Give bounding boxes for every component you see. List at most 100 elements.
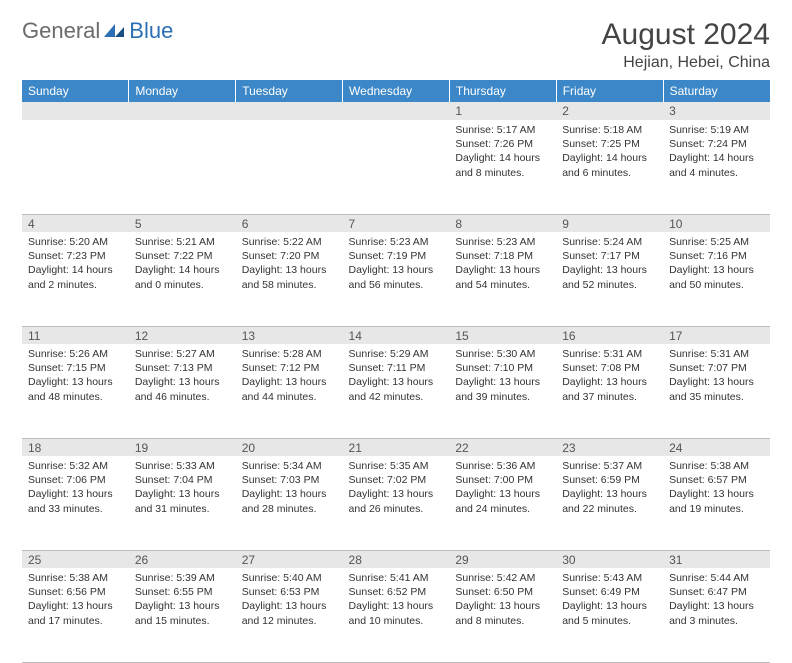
day-number-cell: 23 (556, 438, 663, 456)
day-cell: Sunrise: 5:20 AMSunset: 7:23 PMDaylight:… (22, 232, 129, 326)
day-number-row: 11121314151617 (22, 326, 770, 344)
day-details: Sunrise: 5:21 AMSunset: 7:22 PMDaylight:… (129, 232, 236, 296)
day-details: Sunrise: 5:17 AMSunset: 7:26 PMDaylight:… (449, 120, 556, 184)
day-details: Sunrise: 5:41 AMSunset: 6:52 PMDaylight:… (343, 568, 450, 632)
day-details: Sunrise: 5:20 AMSunset: 7:23 PMDaylight:… (22, 232, 129, 296)
day-cell: Sunrise: 5:22 AMSunset: 7:20 PMDaylight:… (236, 232, 343, 326)
day-details: Sunrise: 5:24 AMSunset: 7:17 PMDaylight:… (556, 232, 663, 296)
weekday-header: Saturday (663, 80, 770, 102)
day-number-cell: 29 (449, 550, 556, 568)
day-number-cell: 15 (449, 326, 556, 344)
day-details: Sunrise: 5:30 AMSunset: 7:10 PMDaylight:… (449, 344, 556, 408)
day-number-cell: 25 (22, 550, 129, 568)
day-details: Sunrise: 5:25 AMSunset: 7:16 PMDaylight:… (663, 232, 770, 296)
day-number-cell: 31 (663, 550, 770, 568)
title-block: August 2024 Hejian, Hebei, China (602, 18, 770, 72)
day-details: Sunrise: 5:22 AMSunset: 7:20 PMDaylight:… (236, 232, 343, 296)
month-title: August 2024 (602, 18, 770, 52)
day-cell: Sunrise: 5:24 AMSunset: 7:17 PMDaylight:… (556, 232, 663, 326)
day-details: Sunrise: 5:31 AMSunset: 7:07 PMDaylight:… (663, 344, 770, 408)
logo: General Blue (22, 18, 173, 44)
day-cell (236, 120, 343, 214)
day-details: Sunrise: 5:18 AMSunset: 7:25 PMDaylight:… (556, 120, 663, 184)
day-number-cell: 4 (22, 214, 129, 232)
day-cell (343, 120, 450, 214)
day-cell (22, 120, 129, 214)
logo-icon (104, 21, 126, 42)
day-number-cell (236, 102, 343, 120)
day-cell: Sunrise: 5:23 AMSunset: 7:18 PMDaylight:… (449, 232, 556, 326)
day-cell: Sunrise: 5:41 AMSunset: 6:52 PMDaylight:… (343, 568, 450, 662)
day-details: Sunrise: 5:33 AMSunset: 7:04 PMDaylight:… (129, 456, 236, 520)
day-details: Sunrise: 5:35 AMSunset: 7:02 PMDaylight:… (343, 456, 450, 520)
day-cell: Sunrise: 5:35 AMSunset: 7:02 PMDaylight:… (343, 456, 450, 550)
day-number-cell: 27 (236, 550, 343, 568)
day-details: Sunrise: 5:32 AMSunset: 7:06 PMDaylight:… (22, 456, 129, 520)
day-details: Sunrise: 5:39 AMSunset: 6:55 PMDaylight:… (129, 568, 236, 632)
day-number-cell (22, 102, 129, 120)
day-number-row: 18192021222324 (22, 438, 770, 456)
day-number-cell: 26 (129, 550, 236, 568)
day-content-row: Sunrise: 5:20 AMSunset: 7:23 PMDaylight:… (22, 232, 770, 326)
weekday-header: Wednesday (343, 80, 450, 102)
day-details: Sunrise: 5:31 AMSunset: 7:08 PMDaylight:… (556, 344, 663, 408)
day-cell: Sunrise: 5:39 AMSunset: 6:55 PMDaylight:… (129, 568, 236, 662)
day-number-cell: 12 (129, 326, 236, 344)
day-number-cell: 10 (663, 214, 770, 232)
day-number-cell: 7 (343, 214, 450, 232)
weekday-header: Sunday (22, 80, 129, 102)
day-cell: Sunrise: 5:44 AMSunset: 6:47 PMDaylight:… (663, 568, 770, 662)
day-details: Sunrise: 5:37 AMSunset: 6:59 PMDaylight:… (556, 456, 663, 520)
day-cell: Sunrise: 5:34 AMSunset: 7:03 PMDaylight:… (236, 456, 343, 550)
day-number-row: 25262728293031 (22, 550, 770, 568)
day-cell: Sunrise: 5:29 AMSunset: 7:11 PMDaylight:… (343, 344, 450, 438)
day-number-row: 45678910 (22, 214, 770, 232)
day-details: Sunrise: 5:23 AMSunset: 7:18 PMDaylight:… (449, 232, 556, 296)
day-number-cell: 11 (22, 326, 129, 344)
day-cell: Sunrise: 5:37 AMSunset: 6:59 PMDaylight:… (556, 456, 663, 550)
day-cell: Sunrise: 5:40 AMSunset: 6:53 PMDaylight:… (236, 568, 343, 662)
day-details: Sunrise: 5:26 AMSunset: 7:15 PMDaylight:… (22, 344, 129, 408)
day-cell: Sunrise: 5:31 AMSunset: 7:08 PMDaylight:… (556, 344, 663, 438)
calendar-body: 123Sunrise: 5:17 AMSunset: 7:26 PMDaylig… (22, 102, 770, 662)
day-number-cell: 3 (663, 102, 770, 120)
day-content-row: Sunrise: 5:17 AMSunset: 7:26 PMDaylight:… (22, 120, 770, 214)
day-details: Sunrise: 5:40 AMSunset: 6:53 PMDaylight:… (236, 568, 343, 632)
day-cell: Sunrise: 5:27 AMSunset: 7:13 PMDaylight:… (129, 344, 236, 438)
day-cell: Sunrise: 5:28 AMSunset: 7:12 PMDaylight:… (236, 344, 343, 438)
day-number-cell: 20 (236, 438, 343, 456)
day-details: Sunrise: 5:27 AMSunset: 7:13 PMDaylight:… (129, 344, 236, 408)
header: General Blue August 2024 Hejian, Hebei, … (22, 18, 770, 72)
day-cell: Sunrise: 5:25 AMSunset: 7:16 PMDaylight:… (663, 232, 770, 326)
day-number-cell: 17 (663, 326, 770, 344)
day-cell: Sunrise: 5:38 AMSunset: 6:57 PMDaylight:… (663, 456, 770, 550)
weekday-header: Thursday (449, 80, 556, 102)
day-number-cell: 2 (556, 102, 663, 120)
day-cell: Sunrise: 5:42 AMSunset: 6:50 PMDaylight:… (449, 568, 556, 662)
day-number-cell: 1 (449, 102, 556, 120)
day-details: Sunrise: 5:28 AMSunset: 7:12 PMDaylight:… (236, 344, 343, 408)
day-number-cell: 19 (129, 438, 236, 456)
day-number-cell: 30 (556, 550, 663, 568)
day-details: Sunrise: 5:29 AMSunset: 7:11 PMDaylight:… (343, 344, 450, 408)
weekday-header: Tuesday (236, 80, 343, 102)
day-cell: Sunrise: 5:23 AMSunset: 7:19 PMDaylight:… (343, 232, 450, 326)
logo-text-blue: Blue (129, 18, 173, 44)
day-details: Sunrise: 5:38 AMSunset: 6:57 PMDaylight:… (663, 456, 770, 520)
day-cell: Sunrise: 5:18 AMSunset: 7:25 PMDaylight:… (556, 120, 663, 214)
day-number-cell: 8 (449, 214, 556, 232)
day-cell: Sunrise: 5:38 AMSunset: 6:56 PMDaylight:… (22, 568, 129, 662)
day-content-row: Sunrise: 5:32 AMSunset: 7:06 PMDaylight:… (22, 456, 770, 550)
day-details: Sunrise: 5:34 AMSunset: 7:03 PMDaylight:… (236, 456, 343, 520)
day-cell: Sunrise: 5:43 AMSunset: 6:49 PMDaylight:… (556, 568, 663, 662)
day-details: Sunrise: 5:43 AMSunset: 6:49 PMDaylight:… (556, 568, 663, 632)
day-number-cell: 13 (236, 326, 343, 344)
day-cell: Sunrise: 5:33 AMSunset: 7:04 PMDaylight:… (129, 456, 236, 550)
day-cell: Sunrise: 5:19 AMSunset: 7:24 PMDaylight:… (663, 120, 770, 214)
logo-text-general: General (22, 18, 100, 44)
day-details: Sunrise: 5:23 AMSunset: 7:19 PMDaylight:… (343, 232, 450, 296)
day-cell: Sunrise: 5:31 AMSunset: 7:07 PMDaylight:… (663, 344, 770, 438)
day-cell (129, 120, 236, 214)
day-details: Sunrise: 5:19 AMSunset: 7:24 PMDaylight:… (663, 120, 770, 184)
day-number-cell (343, 102, 450, 120)
